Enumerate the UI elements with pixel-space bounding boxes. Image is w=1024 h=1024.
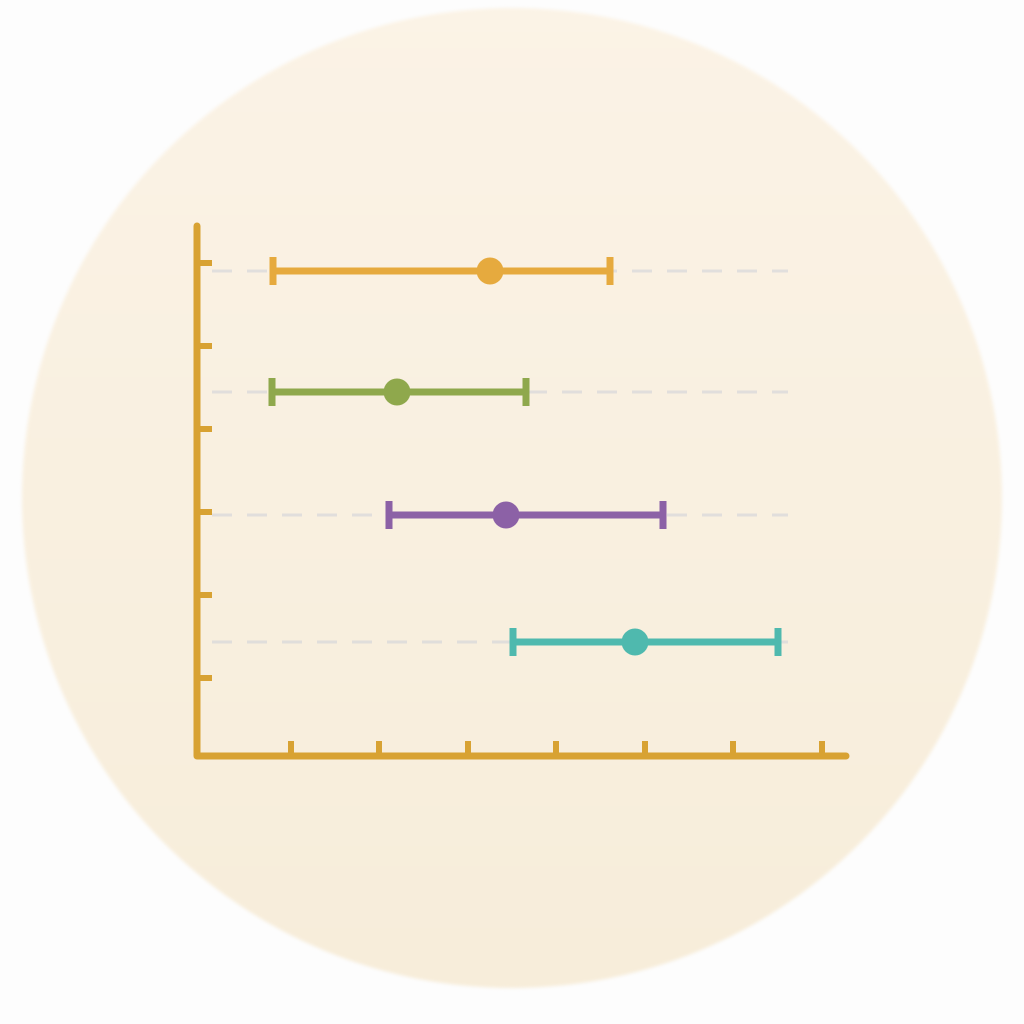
error-bar-series-2 [268,378,530,406]
axis [193,222,850,760]
error-bar-series-4 [509,628,782,656]
data-point [476,257,504,285]
data-point [383,378,411,406]
error-bar-series-1 [269,257,614,285]
data-point [621,628,649,656]
circle-background [22,8,1002,988]
error-bar-series-3 [385,501,667,529]
data-point [492,501,520,529]
